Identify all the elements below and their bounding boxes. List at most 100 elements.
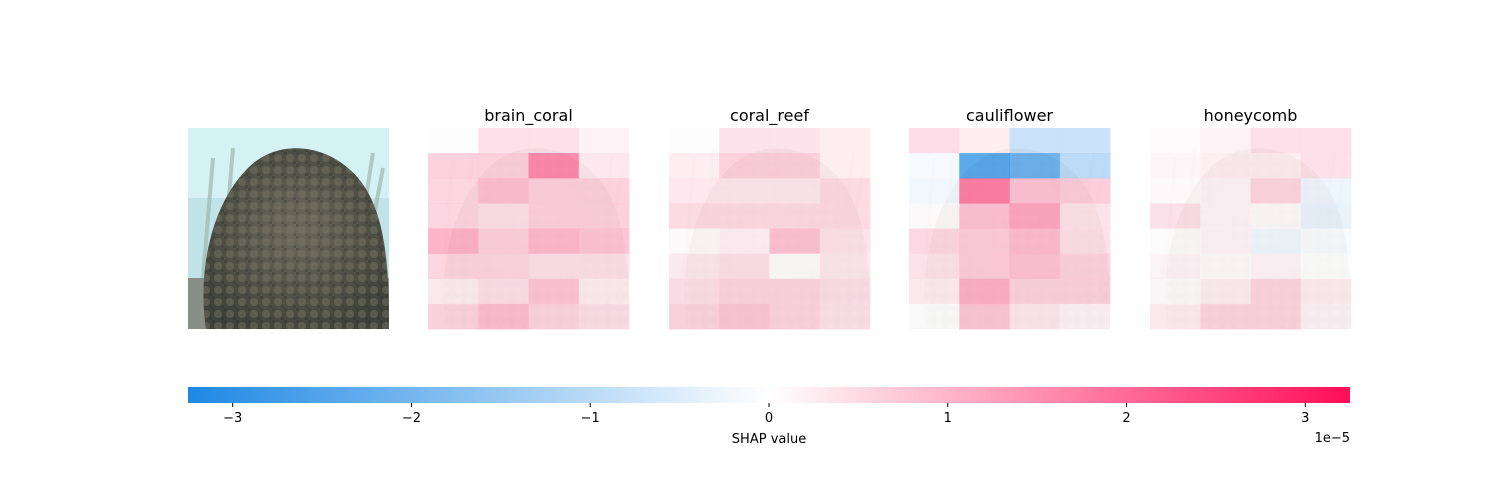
colorbar-gradient	[188, 387, 1350, 403]
heatmap-cell	[719, 253, 770, 280]
heatmap-cell	[819, 303, 871, 330]
colorbar-offset-label: 1e−5	[1315, 431, 1350, 446]
heatmap-cell	[819, 153, 871, 179]
heatmap-cell	[819, 128, 871, 154]
heatmap-cell	[478, 153, 529, 179]
heatmap-cell	[528, 178, 580, 204]
colorbar-tick-label: 3	[1301, 411, 1309, 426]
heatmap-cell	[1200, 253, 1251, 280]
heatmap-cell	[1250, 253, 1302, 280]
heatmap-cell	[909, 253, 960, 280]
panel-4: honeycomb	[1148, 106, 1353, 331]
heatmap-cell	[1059, 228, 1111, 255]
heatmap-cell	[578, 128, 630, 154]
heatmap-cell	[1250, 228, 1302, 255]
heatmap-cell	[1059, 303, 1111, 330]
heatmap-cell	[478, 278, 529, 305]
heatmap-cell	[578, 278, 630, 305]
heatmap-cell	[578, 253, 630, 280]
heatmap-cell	[428, 278, 479, 305]
heatmap-cell	[1150, 278, 1201, 305]
input-image	[186, 126, 391, 331]
heatmap-cell	[1250, 178, 1302, 204]
heatmap-cell	[959, 153, 1010, 179]
heatmap-cell	[959, 278, 1010, 305]
heatmap-cell	[1300, 253, 1352, 280]
heatmap-cell	[1250, 203, 1302, 230]
heatmap-cell	[478, 228, 529, 255]
heatmap-cell	[909, 128, 960, 154]
heatmap-cell	[669, 228, 720, 255]
panel-title: coral_reef	[730, 106, 809, 126]
heatmap-cell	[478, 203, 529, 230]
heatmap-cell	[1150, 178, 1201, 204]
heatmap-cell	[578, 178, 630, 204]
heatmap-cell	[1009, 278, 1061, 305]
heatmap-cell	[669, 128, 720, 154]
heatmap-cell	[1150, 253, 1201, 280]
heatmap-cell	[1009, 128, 1061, 154]
heatmap-cell	[528, 228, 580, 255]
heatmap-cell	[1150, 228, 1201, 255]
heatmap-cell	[578, 203, 630, 230]
heatmap-cell	[528, 253, 580, 280]
heatmap-cell	[1300, 153, 1352, 179]
heatmap-cell	[959, 228, 1010, 255]
heatmap-cell	[959, 253, 1010, 280]
heatmap-cell	[719, 128, 770, 154]
panel-title: honeycomb	[1204, 106, 1298, 125]
heatmap-cell	[819, 278, 871, 305]
heatmap-cell	[769, 153, 821, 179]
colorbar-tick-label: −2	[402, 411, 421, 426]
heatmap-cell	[909, 178, 960, 204]
heatmap-cell	[719, 278, 770, 305]
heatmap-cell	[1009, 253, 1061, 280]
colorbar-tick-label: −3	[223, 411, 242, 426]
heatmap-cell	[959, 128, 1010, 154]
heatmap-cell	[428, 253, 479, 280]
heatmap-cell	[1059, 253, 1111, 280]
heatmap-cell	[1200, 178, 1251, 204]
heatmap-cell	[669, 253, 720, 280]
heatmap-cell	[1200, 153, 1251, 179]
heatmap-cell	[478, 178, 529, 204]
heatmap-cell	[1200, 203, 1251, 230]
heatmap-cell	[769, 303, 821, 330]
heatmap-cell	[819, 228, 871, 255]
heatmap-cell	[669, 153, 720, 179]
heatmap-cell	[1059, 278, 1111, 305]
heatmap-cell	[428, 228, 479, 255]
heatmap-cell	[1059, 153, 1111, 179]
heatmap-cell	[1200, 303, 1251, 330]
heatmap-cell	[1300, 278, 1352, 305]
heatmap-cell	[1009, 178, 1061, 204]
heatmap-cell	[959, 303, 1010, 330]
heatmap-cell	[909, 228, 960, 255]
heatmap-cell	[669, 303, 720, 330]
panel-0	[186, 126, 391, 331]
heatmap-cell	[959, 203, 1010, 230]
heatmap-cell	[959, 178, 1010, 204]
heatmap-cell	[1300, 303, 1352, 330]
heatmap-cell	[719, 203, 770, 230]
heatmap-cell	[909, 203, 960, 230]
panel-title: cauliflower	[966, 106, 1053, 125]
heatmap-cell	[528, 303, 580, 330]
heatmap-cell	[1250, 153, 1302, 179]
heatmap-cell	[1200, 128, 1251, 154]
panel-3: cauliflower	[907, 106, 1112, 331]
heatmap-cell	[1300, 203, 1352, 230]
heatmap-cell	[719, 303, 770, 330]
heatmap-cell	[719, 153, 770, 179]
heatmap-cell	[478, 253, 529, 280]
panels-group: brain_coral coral_reef cauliflower honeycom…	[186, 106, 1353, 331]
heatmap-cell	[578, 153, 630, 179]
heatmap-cell	[719, 178, 770, 204]
colorbar-tick-label: 0	[765, 411, 773, 426]
heatmap-cell	[909, 153, 960, 179]
panel-title: brain_coral	[484, 106, 573, 126]
heatmap-cell	[1150, 203, 1201, 230]
heatmap-cell	[1009, 153, 1061, 179]
